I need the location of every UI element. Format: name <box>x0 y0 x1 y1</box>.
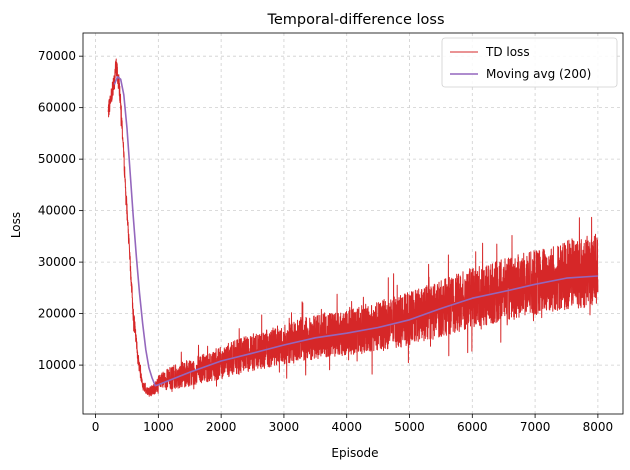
y-tick-label: 30000 <box>38 255 76 269</box>
series-layer <box>107 58 599 397</box>
y-tick-label: 50000 <box>38 152 76 166</box>
legend-label: TD loss <box>485 45 530 59</box>
chart-title: Temporal-difference loss <box>266 12 444 28</box>
x-tick-label: 1000 <box>143 420 174 434</box>
x-tick-label: 5000 <box>394 420 425 434</box>
y-tick-label: 10000 <box>38 358 76 372</box>
axes-layer: 0 1000 2000 3000 4000 5000 6000 7000 8000 10000 20… <box>38 32 624 434</box>
x-tick-label: 8000 <box>583 420 614 434</box>
series-line-moving-avg <box>113 76 598 387</box>
x-tick-label: 4000 <box>331 420 362 434</box>
y-tick-label: 20000 <box>38 307 76 321</box>
legend-box <box>441 37 618 88</box>
series-line-td-loss <box>107 58 599 397</box>
x-tick-label: 2000 <box>206 420 237 434</box>
y-tick-label: 70000 <box>38 49 76 63</box>
x-tick-label: 3000 <box>269 420 300 434</box>
legend-label: Moving avg (200) <box>486 67 591 81</box>
x-tick-label: 0 <box>92 420 100 434</box>
grid-layer <box>83 33 623 414</box>
y-tick-label: 40000 <box>38 204 76 218</box>
x-tick-label: 7000 <box>520 420 551 434</box>
y-axis-title: Loss <box>9 212 23 238</box>
legend: TD loss Moving avg (200) <box>441 37 618 88</box>
x-tick-label: 6000 <box>457 420 488 434</box>
y-tick-label: 60000 <box>38 101 76 115</box>
x-axis-title: Episode <box>331 446 378 460</box>
plot-frame <box>82 32 624 415</box>
